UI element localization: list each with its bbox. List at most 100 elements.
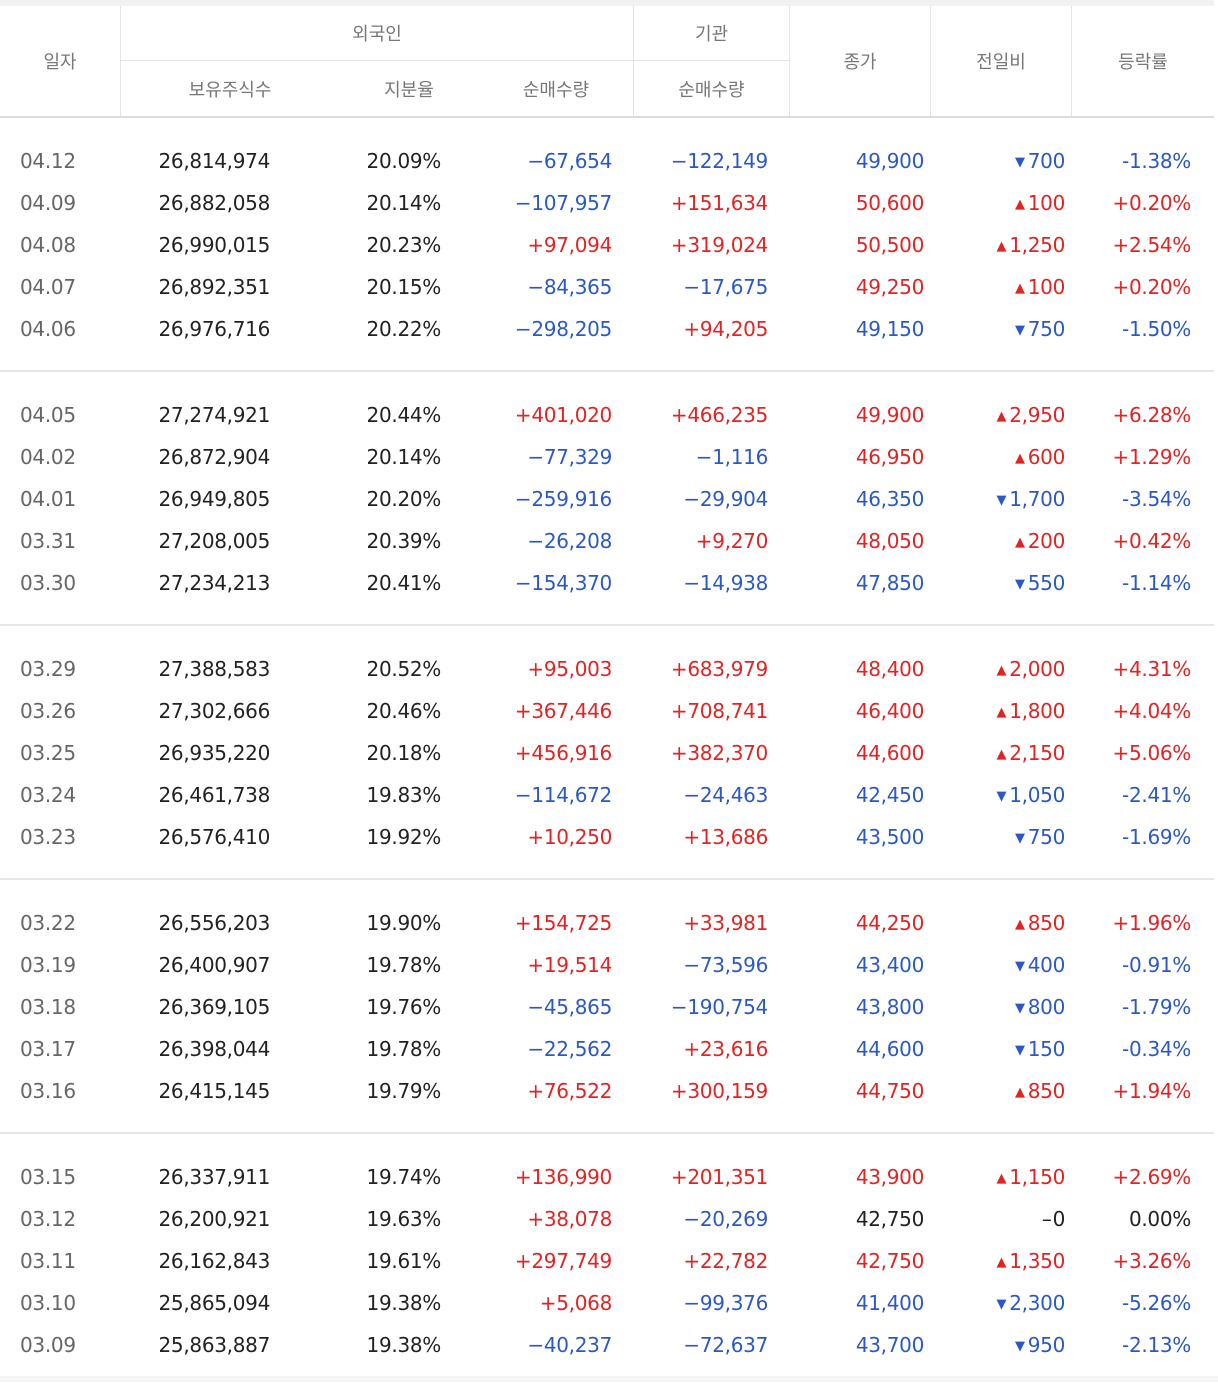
close-cell: 41,400 — [855, 1291, 924, 1315]
change-value: 1,350 — [1009, 1249, 1065, 1273]
change-value: 700 — [1027, 149, 1066, 173]
table-row: 03.23 26,576,410 19.92% +10,250 +13,686 43,50… — [0, 816, 1214, 858]
down-arrow-icon: ▼ — [1015, 1043, 1025, 1058]
foreign-net-cell: −45,865 — [527, 995, 612, 1019]
change-cell: ▲ 1,250 — [997, 224, 1066, 266]
up-arrow-icon: ▲ — [1015, 451, 1025, 466]
table-row: 03.10 25,865,094 19.38% +5,068 −99,376 41,400… — [0, 1282, 1214, 1324]
close-cell: 44,600 — [855, 741, 924, 765]
holding-cell: 26,990,015 — [158, 233, 270, 257]
up-arrow-icon: ▲ — [996, 1171, 1007, 1186]
inst-net-cell: −122,149 — [670, 149, 768, 173]
table-row: 03.24 26,461,738 19.83% −114,672 −24,463 42,4… — [0, 774, 1214, 816]
pct-cell: +2.54% — [1112, 233, 1192, 257]
down-arrow-icon: ▼ — [1015, 831, 1025, 846]
inst-net-cell: −73,596 — [683, 953, 768, 977]
inst-net-cell: −24,463 — [683, 783, 768, 807]
change-cell: ▲ 200 — [1015, 520, 1065, 562]
close-cell: 43,800 — [855, 995, 924, 1019]
date-cell: 03.22 — [20, 911, 76, 935]
ratio-cell: 20.14% — [366, 191, 442, 215]
date-cell: 04.06 — [20, 317, 76, 341]
foreign-net-cell: −107,957 — [514, 191, 612, 215]
down-arrow-icon: ▼ — [1015, 1001, 1025, 1016]
change-value: 600 — [1027, 445, 1066, 469]
table-row: 03.18 26,369,105 19.76% −45,865 −190,754 43,8… — [0, 986, 1214, 1028]
holding-cell: 27,234,213 — [158, 571, 270, 595]
holding-cell: 26,976,716 — [158, 317, 270, 341]
change-value: 1,050 — [1009, 783, 1065, 807]
inst-net-cell: +94,205 — [683, 317, 768, 341]
ratio-cell: 20.52% — [366, 657, 442, 681]
holding-cell: 26,369,105 — [158, 995, 270, 1019]
pct-cell: -1.69% — [1122, 825, 1191, 849]
inst-net-cell: +151,634 — [670, 191, 768, 215]
table-row: 04.06 26,976,716 20.22% −298,205 +94,205 49,1… — [0, 308, 1214, 350]
foreign-net-cell: +401,020 — [514, 403, 612, 427]
change-value: 100 — [1027, 191, 1066, 215]
change-cell: ▼ 2,300 — [997, 1282, 1066, 1324]
change-cell: ▲ 850 — [1015, 902, 1065, 944]
date-cell: 03.16 — [20, 1079, 76, 1103]
foreign-net-cell: +10,250 — [527, 825, 612, 849]
table-row: 04.12 26,814,974 20.09% −67,654 −122,149 49,9… — [0, 140, 1214, 182]
close-cell: 43,500 — [855, 825, 924, 849]
close-cell: 49,900 — [855, 149, 924, 173]
table-row: 04.02 26,872,904 20.14% −77,329 −1,116 46,950… — [0, 436, 1214, 478]
ratio-cell: 20.46% — [366, 699, 442, 723]
inst-net-cell: +23,616 — [683, 1037, 768, 1061]
ratio-cell: 19.90% — [366, 911, 442, 935]
header-foreign: 외국인 — [352, 24, 402, 45]
ratio-cell: 20.23% — [366, 233, 442, 257]
close-cell: 43,900 — [855, 1165, 924, 1189]
holding-cell: 25,863,887 — [158, 1333, 270, 1357]
date-cell: 03.30 — [20, 571, 76, 595]
close-cell: 48,050 — [855, 529, 924, 553]
ratio-cell: 20.41% — [366, 571, 442, 595]
holding-cell: 26,556,203 — [158, 911, 270, 935]
change-cell: ▼ 800 — [1015, 986, 1065, 1028]
up-arrow-icon: ▲ — [1015, 535, 1025, 550]
foreign-net-cell: −40,237 — [527, 1333, 612, 1357]
pct-cell: 0.00% — [1128, 1207, 1191, 1231]
date-cell: 03.15 — [20, 1165, 76, 1189]
pct-cell: +0.42% — [1112, 529, 1192, 553]
date-cell: 04.08 — [20, 233, 76, 257]
change-cell: ▼ 750 — [1015, 816, 1065, 858]
holding-cell: 26,814,974 — [158, 149, 270, 173]
ratio-cell: 19.92% — [366, 825, 442, 849]
ratio-cell: 20.09% — [366, 149, 442, 173]
foreign-net-cell: −114,672 — [514, 783, 612, 807]
row-group: 04.12 26,814,974 20.09% −67,654 −122,149 49,9… — [0, 116, 1214, 370]
change-value: 1,250 — [1009, 233, 1065, 257]
foreign-net-cell: +5,068 — [539, 1291, 613, 1315]
date-cell: 04.12 — [20, 149, 76, 173]
change-cell: ▲ 1,350 — [997, 1240, 1066, 1282]
pct-cell: -2.41% — [1122, 783, 1191, 807]
pct-cell: +1.94% — [1112, 1079, 1192, 1103]
up-arrow-icon: ▲ — [996, 747, 1007, 762]
up-arrow-icon: ▲ — [996, 705, 1007, 720]
holding-cell: 26,949,805 — [158, 487, 270, 511]
table-footer — [0, 1376, 1218, 1382]
ratio-cell: 19.61% — [366, 1249, 442, 1273]
change-cell: ▲ 2,000 — [997, 648, 1066, 690]
foreign-net-cell: −298,205 — [514, 317, 612, 341]
change-cell: ▲ 1,800 — [996, 690, 1066, 732]
inst-net-cell: −99,376 — [683, 1291, 768, 1315]
row-group: 03.15 26,337,911 19.74% +136,990 +201,351 43,… — [0, 1132, 1214, 1386]
close-cell: 44,750 — [855, 1079, 924, 1103]
header-foreign-net: 순매수량 — [522, 79, 590, 101]
foreign-net-cell: −22,562 — [527, 1037, 612, 1061]
ratio-cell: 20.44% — [366, 403, 442, 427]
date-cell: 03.26 — [20, 699, 76, 723]
holding-cell: 26,337,911 — [158, 1165, 270, 1189]
close-cell: 47,850 — [855, 571, 924, 595]
ratio-cell: 19.76% — [366, 995, 442, 1019]
inst-net-cell: +382,370 — [670, 741, 768, 765]
table-row: 03.16 26,415,145 19.79% +76,522 +300,159 44,7… — [0, 1070, 1214, 1112]
change-value: 0 — [1052, 1207, 1066, 1231]
pct-cell: -1.14% — [1122, 571, 1191, 595]
inst-net-cell: +201,351 — [670, 1165, 768, 1189]
